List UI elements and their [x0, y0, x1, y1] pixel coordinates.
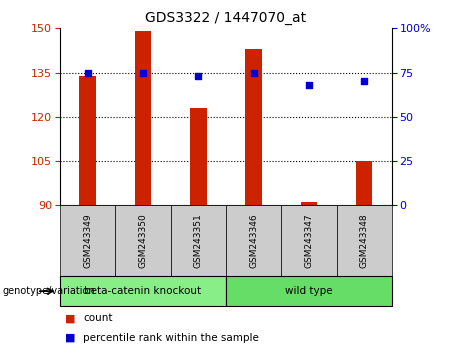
Point	[84, 70, 91, 75]
Bar	[135, 31, 151, 205]
Text: GSM243349: GSM243349	[83, 213, 92, 268]
Text: GSM243347: GSM243347	[304, 213, 313, 268]
Bar	[356, 161, 372, 205]
Text: ■: ■	[65, 313, 75, 323]
Text: beta-catenin knockout: beta-catenin knockout	[84, 286, 201, 296]
Text: GSM243348: GSM243348	[360, 213, 369, 268]
Point	[195, 73, 202, 79]
Text: GSM243350: GSM243350	[138, 213, 148, 268]
Bar	[245, 49, 262, 205]
Text: wild type: wild type	[285, 286, 333, 296]
Point	[361, 79, 368, 84]
Bar	[301, 202, 317, 205]
Bar	[79, 75, 96, 205]
Title: GDS3322 / 1447070_at: GDS3322 / 1447070_at	[145, 11, 307, 24]
Text: GSM243351: GSM243351	[194, 213, 203, 268]
Bar	[190, 108, 207, 205]
Text: GSM243346: GSM243346	[249, 213, 258, 268]
Text: ■: ■	[65, 333, 75, 343]
Text: genotype/variation: genotype/variation	[2, 286, 95, 296]
Point	[305, 82, 313, 88]
Point	[139, 70, 147, 75]
Text: count: count	[83, 313, 112, 323]
Point	[250, 70, 257, 75]
Text: percentile rank within the sample: percentile rank within the sample	[83, 333, 259, 343]
